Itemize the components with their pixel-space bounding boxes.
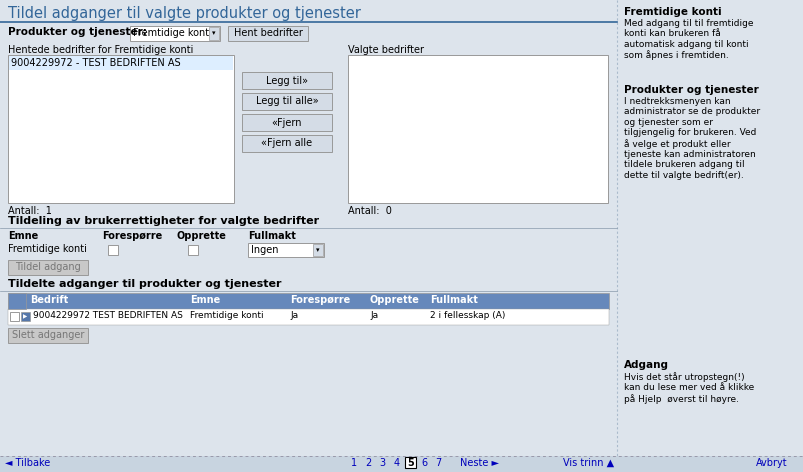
Text: Valgte bedrifter: Valgte bedrifter — [348, 45, 423, 55]
Bar — [8, 309, 608, 325]
Bar — [312, 244, 323, 256]
Text: 2: 2 — [365, 457, 371, 467]
Text: Hentede bedrifter for Fremtidige konti: Hentede bedrifter for Fremtidige konti — [8, 45, 194, 55]
Text: Neste ►: Neste ► — [459, 458, 499, 468]
Text: Adgang: Adgang — [623, 360, 668, 370]
Bar — [130, 26, 220, 41]
Bar — [348, 55, 607, 203]
Text: Tildel adgang: Tildel adgang — [15, 262, 81, 272]
Bar — [242, 135, 332, 152]
Bar — [228, 26, 308, 41]
Text: Emne: Emne — [190, 295, 220, 305]
Text: 1: 1 — [351, 457, 357, 467]
Bar — [209, 27, 218, 40]
Bar — [8, 260, 88, 275]
Text: ▾: ▾ — [316, 247, 320, 253]
Bar — [8, 55, 234, 203]
Text: Forespørre: Forespørre — [102, 231, 162, 241]
Text: Tildeling av brukerrettigheter for valgte bedrifter: Tildeling av brukerrettigheter for valgt… — [8, 216, 319, 226]
Bar — [405, 457, 415, 468]
Text: Forespørre: Forespørre — [290, 295, 350, 305]
Text: Ja: Ja — [290, 311, 298, 320]
Text: «Fjern alle: «Fjern alle — [261, 138, 312, 149]
Text: Hent bedrifter: Hent bedrifter — [234, 28, 302, 39]
Text: Fremtidige konti: Fremtidige konti — [623, 7, 721, 17]
Bar — [108, 245, 118, 255]
Text: ◄ Tilbake: ◄ Tilbake — [5, 458, 51, 468]
Text: Tildelte adganger til produkter og tjenester: Tildelte adganger til produkter og tjene… — [8, 279, 281, 289]
Text: 9004229972 - TEST BEDRIFTEN AS: 9004229972 - TEST BEDRIFTEN AS — [11, 58, 181, 68]
Text: Hvis det står utropstegn(!)
kan du lese mer ved å klikke
på Hjelp  øverst til hø: Hvis det står utropstegn(!) kan du lese … — [623, 372, 753, 404]
Text: Tildel adganger til valgte produkter og tjenester: Tildel adganger til valgte produkter og … — [8, 6, 361, 21]
Bar — [21, 312, 30, 321]
Text: Ingen: Ingen — [251, 245, 278, 255]
Bar — [8, 328, 88, 343]
Text: ▾: ▾ — [212, 31, 215, 36]
Bar — [242, 93, 332, 110]
Bar — [188, 245, 198, 255]
Text: Slett adganger: Slett adganger — [12, 330, 84, 340]
Bar — [0, 456, 803, 472]
Text: 9004229972 TEST BEDRIFTEN AS: 9004229972 TEST BEDRIFTEN AS — [33, 311, 182, 320]
Text: Legg til»: Legg til» — [266, 76, 308, 85]
Text: Antall:  1: Antall: 1 — [8, 206, 52, 216]
Bar — [247, 243, 324, 257]
Text: Fremtidige konti: Fremtidige konti — [8, 244, 87, 254]
Bar — [242, 114, 332, 131]
Text: 4: 4 — [393, 457, 399, 467]
Bar — [9, 56, 233, 70]
Bar — [10, 312, 19, 321]
Bar — [8, 293, 608, 309]
Text: Antall:  0: Antall: 0 — [348, 206, 391, 216]
Text: Fullmakt: Fullmakt — [247, 231, 296, 241]
Text: 6: 6 — [421, 457, 427, 467]
Text: Fullmakt: Fullmakt — [430, 295, 477, 305]
Text: Legg til alle»: Legg til alle» — [255, 96, 318, 107]
Text: Ja: Ja — [369, 311, 377, 320]
Text: Opprette: Opprette — [177, 231, 226, 241]
Text: Emne: Emne — [8, 231, 39, 241]
Text: Bedrift: Bedrift — [30, 295, 68, 305]
Text: Fremtidige konti: Fremtidige konti — [190, 311, 263, 320]
Text: 7: 7 — [435, 457, 441, 467]
Text: ▶: ▶ — [23, 314, 27, 319]
Text: Produkter og tjenester:: Produkter og tjenester: — [8, 27, 147, 37]
Text: Med adgang til til fremtidige
konti kan brukeren få
automatisk adgang til konti
: Med adgang til til fremtidige konti kan … — [623, 19, 752, 60]
Text: 5: 5 — [406, 457, 414, 467]
Text: I nedtrekksmenyen kan
administrator se de produkter
og tjenester som er
tilgjeng: I nedtrekksmenyen kan administrator se d… — [623, 97, 759, 180]
Text: 3: 3 — [379, 457, 385, 467]
Text: Fremtidige konti: Fremtidige konti — [132, 28, 212, 39]
Text: Avbryt: Avbryt — [755, 458, 787, 468]
Text: Produkter og tjenester: Produkter og tjenester — [623, 85, 758, 95]
Bar — [242, 72, 332, 89]
Text: 2 i fellesskap (A): 2 i fellesskap (A) — [430, 311, 505, 320]
Text: Opprette: Opprette — [369, 295, 419, 305]
Bar — [8, 293, 26, 309]
Text: Vis trinn ▲: Vis trinn ▲ — [562, 458, 613, 468]
Text: «Fjern: «Fjern — [271, 118, 302, 127]
